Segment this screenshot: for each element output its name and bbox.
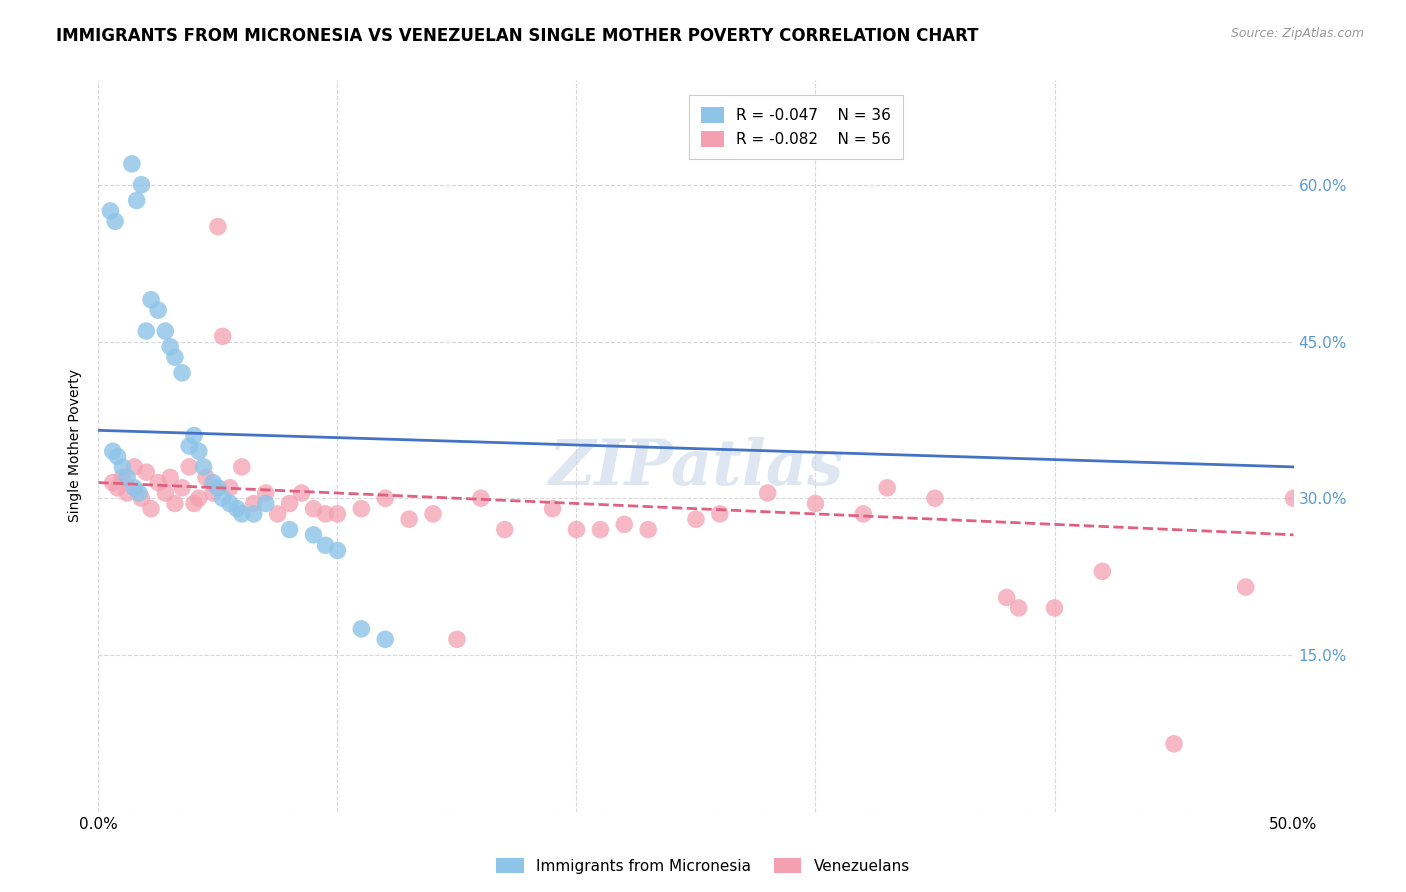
Point — [565, 523, 588, 537]
Point — [115, 470, 138, 484]
Point — [101, 475, 124, 490]
Text: IMMIGRANTS FROM MICRONESIA VS VENEZUELAN SINGLE MOTHER POVERTY CORRELATION CHART: IMMIGRANTS FROM MICRONESIA VS VENEZUELAN… — [56, 27, 979, 45]
Y-axis label: Single Mother Poverty: Single Mother Poverty — [69, 369, 83, 523]
Point — [207, 481, 229, 495]
Point — [302, 528, 325, 542]
Point — [101, 444, 124, 458]
Point — [187, 444, 209, 458]
Point — [163, 496, 186, 510]
Point — [107, 450, 129, 464]
Point — [155, 324, 177, 338]
Point — [131, 178, 153, 192]
Point — [111, 470, 134, 484]
Point — [115, 486, 138, 500]
Point — [172, 481, 194, 495]
Point — [202, 486, 225, 500]
Point — [104, 214, 127, 228]
Point — [219, 481, 242, 495]
Point — [291, 486, 314, 500]
Point — [1234, 580, 1257, 594]
Point — [278, 523, 301, 537]
Point — [159, 470, 181, 484]
Point — [326, 507, 349, 521]
Point — [589, 523, 612, 537]
Point — [107, 481, 129, 495]
Point — [1163, 737, 1185, 751]
Point — [159, 340, 181, 354]
Point — [398, 512, 420, 526]
Point — [163, 350, 186, 364]
Point — [350, 622, 373, 636]
Point — [179, 459, 201, 474]
Point — [852, 507, 875, 521]
Point — [1008, 601, 1031, 615]
Point — [139, 293, 162, 307]
Point — [111, 459, 134, 474]
Point — [254, 496, 277, 510]
Point — [183, 428, 205, 442]
Point — [128, 486, 150, 500]
Point — [326, 543, 349, 558]
Point — [139, 501, 162, 516]
Point — [172, 366, 194, 380]
Text: Source: ZipAtlas.com: Source: ZipAtlas.com — [1230, 27, 1364, 40]
Point — [231, 507, 253, 521]
Point — [267, 507, 290, 521]
Point — [924, 491, 946, 506]
Point — [446, 632, 468, 647]
Point — [243, 496, 266, 510]
Point — [155, 486, 177, 500]
Point — [804, 496, 827, 510]
Point — [125, 194, 148, 208]
Point — [98, 203, 122, 218]
Point — [179, 439, 201, 453]
Point — [124, 481, 146, 495]
Point — [315, 538, 337, 552]
Point — [195, 470, 218, 484]
Point — [685, 512, 707, 526]
Point — [193, 459, 215, 474]
Point — [422, 507, 444, 521]
Point — [1091, 565, 1114, 579]
Legend: Immigrants from Micronesia, Venezuelans: Immigrants from Micronesia, Venezuelans — [491, 852, 915, 880]
Point — [756, 486, 779, 500]
Point — [637, 523, 659, 537]
Point — [995, 591, 1018, 605]
Point — [148, 475, 170, 490]
Point — [231, 459, 253, 474]
Point — [315, 507, 337, 521]
Point — [613, 517, 636, 532]
Point — [709, 507, 731, 521]
Point — [470, 491, 492, 506]
Point — [226, 501, 249, 516]
Point — [207, 219, 229, 234]
Point — [135, 324, 157, 338]
Point — [374, 632, 396, 647]
Point — [876, 481, 898, 495]
Point — [124, 459, 146, 474]
Point — [121, 157, 143, 171]
Text: ZIPatlas: ZIPatlas — [548, 437, 844, 499]
Point — [278, 496, 301, 510]
Point — [131, 491, 153, 506]
Point — [1043, 601, 1066, 615]
Point — [302, 501, 325, 516]
Point — [187, 491, 209, 506]
Point — [183, 496, 205, 510]
Point — [1282, 491, 1305, 506]
Point — [135, 465, 157, 479]
Point — [254, 486, 277, 500]
Point — [350, 501, 373, 516]
Point — [374, 491, 396, 506]
Point — [148, 303, 170, 318]
Point — [202, 475, 225, 490]
Point — [243, 507, 266, 521]
Point — [211, 491, 233, 506]
Point — [211, 329, 233, 343]
Point — [494, 523, 516, 537]
Point — [219, 496, 242, 510]
Point — [541, 501, 564, 516]
Legend: R = -0.047    N = 36, R = -0.082    N = 56: R = -0.047 N = 36, R = -0.082 N = 56 — [689, 95, 904, 160]
